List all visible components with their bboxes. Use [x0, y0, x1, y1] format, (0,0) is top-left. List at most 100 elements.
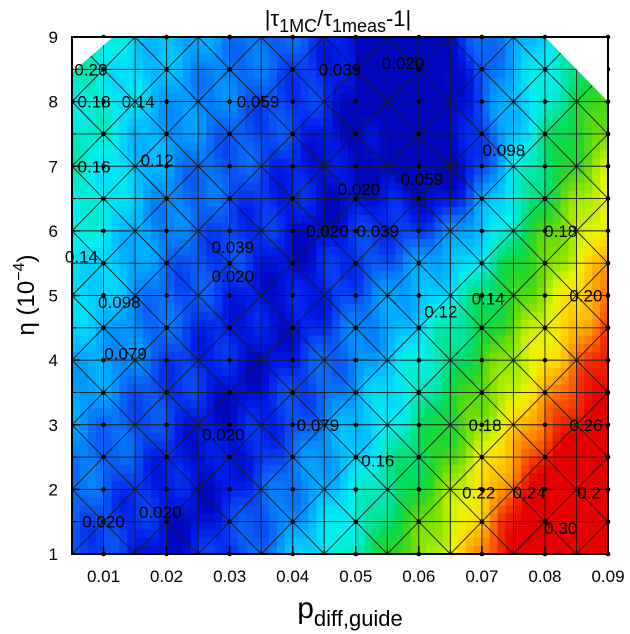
heat-cell: [182, 117, 191, 127]
heat-cell: [600, 376, 609, 385]
heat-cell: [72, 432, 81, 442]
mesh-diagonal: [355, 101, 388, 135]
heat-cell: [221, 529, 231, 539]
heat-cell: [347, 53, 357, 62]
heat-cell: [466, 392, 475, 402]
heat-cell: [387, 457, 396, 466]
data-point: [479, 293, 485, 298]
heat-cell: [103, 53, 113, 62]
heat-cell: [497, 481, 507, 490]
heat-cell: [434, 481, 444, 490]
heat-cell: [150, 473, 160, 482]
heat-cell: [466, 384, 475, 394]
heat-cell: [87, 392, 97, 402]
heat-cell: [529, 352, 538, 361]
heat-cell: [158, 230, 168, 240]
heat-cell: [584, 255, 593, 264]
heat-cell: [592, 416, 601, 426]
heat-cell: [300, 343, 310, 353]
heat-cell: [497, 424, 507, 434]
heat-cell: [300, 295, 310, 305]
heat-cell: [395, 400, 404, 410]
heat-cell: [269, 424, 278, 434]
data-point: [101, 228, 106, 234]
heat-cell: [497, 529, 507, 539]
heat-cell: [418, 303, 428, 313]
heat-cell: [489, 545, 499, 555]
heat-cell: [150, 198, 160, 208]
heat-cell: [513, 174, 522, 184]
heat-cell: [560, 505, 570, 515]
heat-cell: [308, 327, 317, 337]
heat-cell: [347, 440, 357, 450]
heat-cell: [418, 440, 428, 450]
heat-cell: [340, 222, 349, 232]
heat-cell: [426, 457, 436, 466]
heat-cell: [458, 335, 467, 345]
heat-cell: [584, 513, 593, 523]
heat-cell: [474, 247, 483, 256]
heat-cell: [379, 392, 388, 402]
heat-cell: [576, 376, 585, 385]
heat-cell: [308, 77, 317, 87]
heat-cell: [332, 545, 341, 555]
heat-cell: [395, 335, 404, 345]
heat-cell: [379, 238, 388, 248]
heat-cell: [79, 424, 89, 434]
heat-cell: [474, 408, 483, 418]
heat-cell: [150, 319, 160, 329]
heat-cell: [458, 133, 467, 143]
mesh-diagonal: [71, 392, 104, 426]
heat-cell: [292, 109, 302, 119]
heat-cell: [600, 295, 609, 305]
heat-cell: [450, 465, 459, 474]
heat-cell: [537, 537, 546, 547]
heat-cell: [458, 37, 467, 46]
heat-cell: [95, 497, 105, 507]
blank-corner: [544, 37, 608, 102]
heat-cell: [418, 311, 428, 321]
heat-cell: [592, 287, 601, 297]
heat-cell: [410, 545, 420, 555]
data-point: [164, 260, 169, 266]
heat-cell: [111, 287, 120, 297]
mesh-diagonal: [386, 392, 420, 426]
heat-cell: [253, 505, 262, 515]
heat-cell: [324, 465, 333, 474]
heat-cell: [418, 206, 428, 216]
mesh-diagonal: [450, 489, 483, 523]
heat-cell: [198, 271, 207, 280]
data-point: [479, 390, 485, 395]
heat-cell: [513, 497, 522, 507]
heat-cell: [87, 352, 97, 361]
heat-cell: [442, 537, 451, 547]
heat-cell: [347, 271, 357, 280]
heat-cell: [584, 125, 593, 135]
heat-cell: [269, 222, 278, 232]
mesh-diagonal: [481, 36, 514, 70]
mesh-diagonal: [292, 456, 325, 490]
heat-cell: [560, 424, 570, 434]
heat-cell: [182, 489, 191, 499]
heat-cell: [521, 448, 530, 458]
heat-cell: [544, 77, 554, 87]
heat-cell: [142, 392, 152, 402]
heat-cell: [552, 61, 562, 70]
heat-cell: [198, 335, 207, 345]
heat-cell: [190, 125, 199, 135]
heat-cell: [505, 303, 515, 313]
heat-cell: [584, 182, 593, 192]
heat-cell: [253, 440, 262, 450]
heat-cell: [261, 271, 270, 280]
heat-cell: [284, 424, 294, 434]
heat-cell: [387, 440, 396, 450]
heat-cell: [72, 247, 81, 256]
heat-cell: [237, 230, 247, 240]
mesh-diagonal: [576, 198, 609, 232]
heat-cell: [119, 392, 128, 402]
heat-cell: [229, 335, 239, 345]
heat-cell: [190, 206, 199, 216]
heat-cell: [292, 545, 302, 555]
heat-cell: [426, 69, 436, 78]
heat-cell: [474, 109, 483, 119]
